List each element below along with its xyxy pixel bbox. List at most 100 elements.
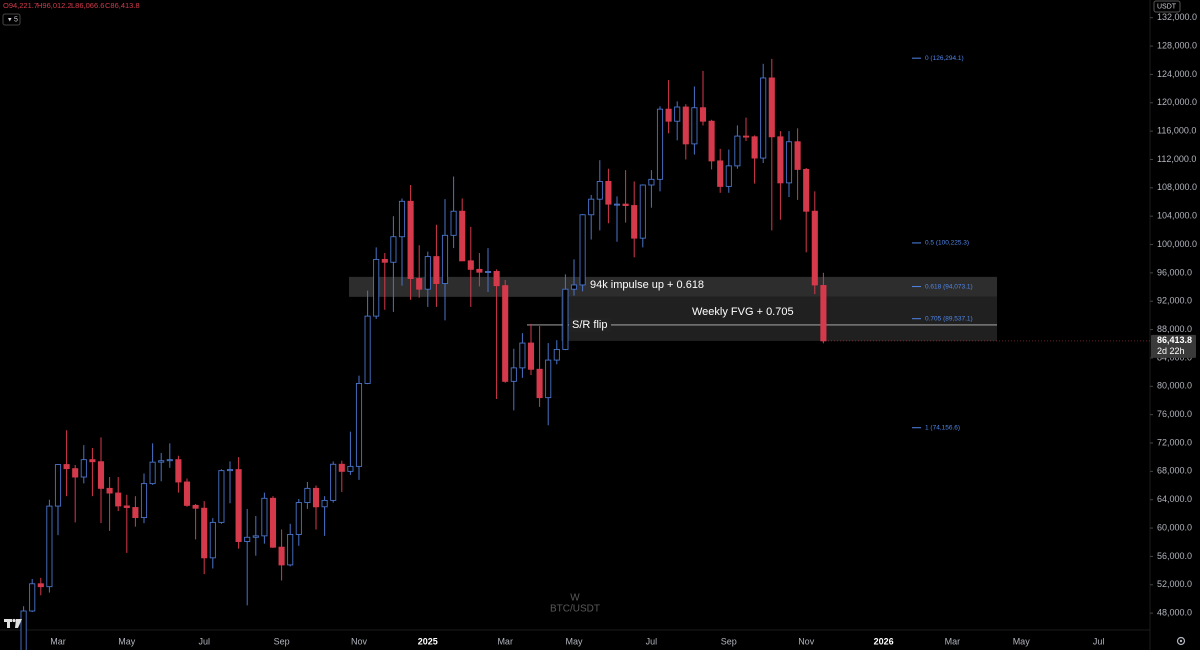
y-tick-label: 96,000.0 (1157, 267, 1192, 277)
candle-body (725, 165, 732, 187)
last-price-box (1151, 334, 1196, 358)
candle-body (54, 464, 62, 507)
candle-body (140, 483, 148, 519)
candle-body (777, 136, 784, 184)
x-tick-label: Jul (1093, 636, 1105, 646)
y-tick-label: 80,000.0 (1157, 381, 1192, 391)
candle-body (89, 459, 96, 463)
candle-body (699, 107, 707, 122)
candle-body (605, 181, 612, 205)
candle-body (287, 533, 294, 566)
candle-body (803, 168, 810, 212)
candle-body (484, 271, 492, 273)
candle-body (708, 120, 715, 162)
candle-body (639, 184, 646, 239)
y-tick-label: 64,000.0 (1157, 494, 1192, 504)
candle-body (304, 487, 311, 503)
candle-body (72, 468, 79, 478)
candle-body (338, 463, 345, 472)
candle-body (123, 505, 130, 508)
badge-count[interactable]: 5 (14, 16, 18, 23)
candle-body (588, 198, 595, 216)
candle-body (811, 210, 818, 286)
y-tick-label: 56,000.0 (1157, 551, 1192, 561)
candle-body (106, 487, 113, 494)
candle-body (553, 348, 560, 361)
candle-body (433, 256, 440, 284)
last-price-label: 86,413.8 (1157, 335, 1192, 345)
currency-button[interactable]: USDT (1153, 0, 1181, 13)
x-tick-label: Nov (798, 636, 815, 646)
candle-body (527, 342, 535, 370)
ohlc-close: C86,413.8 (105, 1, 140, 10)
y-tick-label: 124,000.0 (1157, 69, 1197, 79)
x-tick-label: Sep (274, 636, 290, 646)
y-tick-label: 72,000.0 (1157, 437, 1192, 447)
candle-body (416, 278, 423, 290)
badge-box[interactable] (2, 13, 21, 26)
y-tick-label: 76,000.0 (1157, 409, 1192, 419)
candle-body (235, 469, 242, 542)
candle-body (37, 583, 44, 588)
y-tick-label: 120,000.0 (1157, 97, 1197, 107)
candle-body (20, 610, 27, 650)
candle-body (398, 200, 406, 238)
candle-body (656, 108, 664, 180)
x-tick-label: Jul (646, 636, 658, 646)
axes: 48,000.0 52,000.0 56,000.0 60,000.0 64,000.0… (50, 12, 1197, 646)
candle-body (321, 499, 328, 508)
candle-body (794, 141, 801, 170)
candle-body (493, 271, 500, 287)
fib-label: 0.5 (100,225.3) (925, 240, 969, 247)
candle-body (244, 536, 251, 542)
settings-icon-center[interactable] (1179, 639, 1183, 643)
y-tick-label: 60,000.0 (1157, 522, 1192, 532)
y-tick-label: 132,000.0 (1157, 12, 1197, 22)
candle-body (364, 315, 371, 384)
zone-label: 94k impulse up + 0.618 (590, 279, 704, 291)
candle-body (648, 178, 655, 186)
y-tick-label: 52,000.0 (1157, 579, 1192, 589)
candle-body (226, 469, 234, 472)
currency-text[interactable]: USDT (1157, 3, 1177, 10)
settings-button[interactable] (1176, 636, 1186, 646)
candle-body (261, 497, 268, 537)
candle-body (209, 521, 216, 559)
y-tick-label: 100,000.0 (1157, 239, 1197, 249)
candle-body (46, 505, 53, 588)
candle-body (622, 203, 629, 207)
settings-icon[interactable] (1176, 636, 1186, 646)
candle-body (717, 160, 724, 187)
ohlc-header: O94,221.7 H96,012.2 L86,066.6 C86,413.8 (3, 1, 140, 10)
x-tick-label: 2025 (418, 636, 438, 646)
candle-body (252, 535, 259, 538)
watermark-interval: W (570, 593, 580, 604)
candle-body (734, 135, 741, 167)
candle-body (355, 383, 363, 467)
x-tick-label: May (565, 636, 583, 646)
tradingview-logo (4, 618, 22, 628)
y-tick-label: 108,000.0 (1157, 182, 1197, 192)
currency-box[interactable] (1153, 0, 1181, 13)
candle-body (519, 342, 526, 369)
badge-text[interactable]: ▾ (8, 16, 12, 23)
candle-body (29, 583, 36, 612)
candle-body (760, 77, 767, 159)
indicator-badge[interactable]: ▾ 5 (2, 13, 21, 26)
x-tick-label: Mar (945, 636, 961, 646)
x-tick-label: Sep (721, 636, 737, 646)
candle-body (674, 106, 681, 122)
candle-body (373, 258, 380, 317)
candle-body (218, 470, 225, 523)
candle-body (570, 284, 578, 290)
x-tick-label: Jul (198, 636, 210, 646)
candle-body (347, 465, 354, 472)
candle-body (115, 492, 122, 507)
fib-label: 0.618 (94,073.1) (925, 283, 973, 290)
x-tick-label: Mar (497, 636, 513, 646)
candle-body (381, 258, 388, 263)
y-tick-label: 92,000.0 (1157, 296, 1192, 306)
logo-part (12, 618, 16, 623)
logo-part (7, 619, 10, 628)
